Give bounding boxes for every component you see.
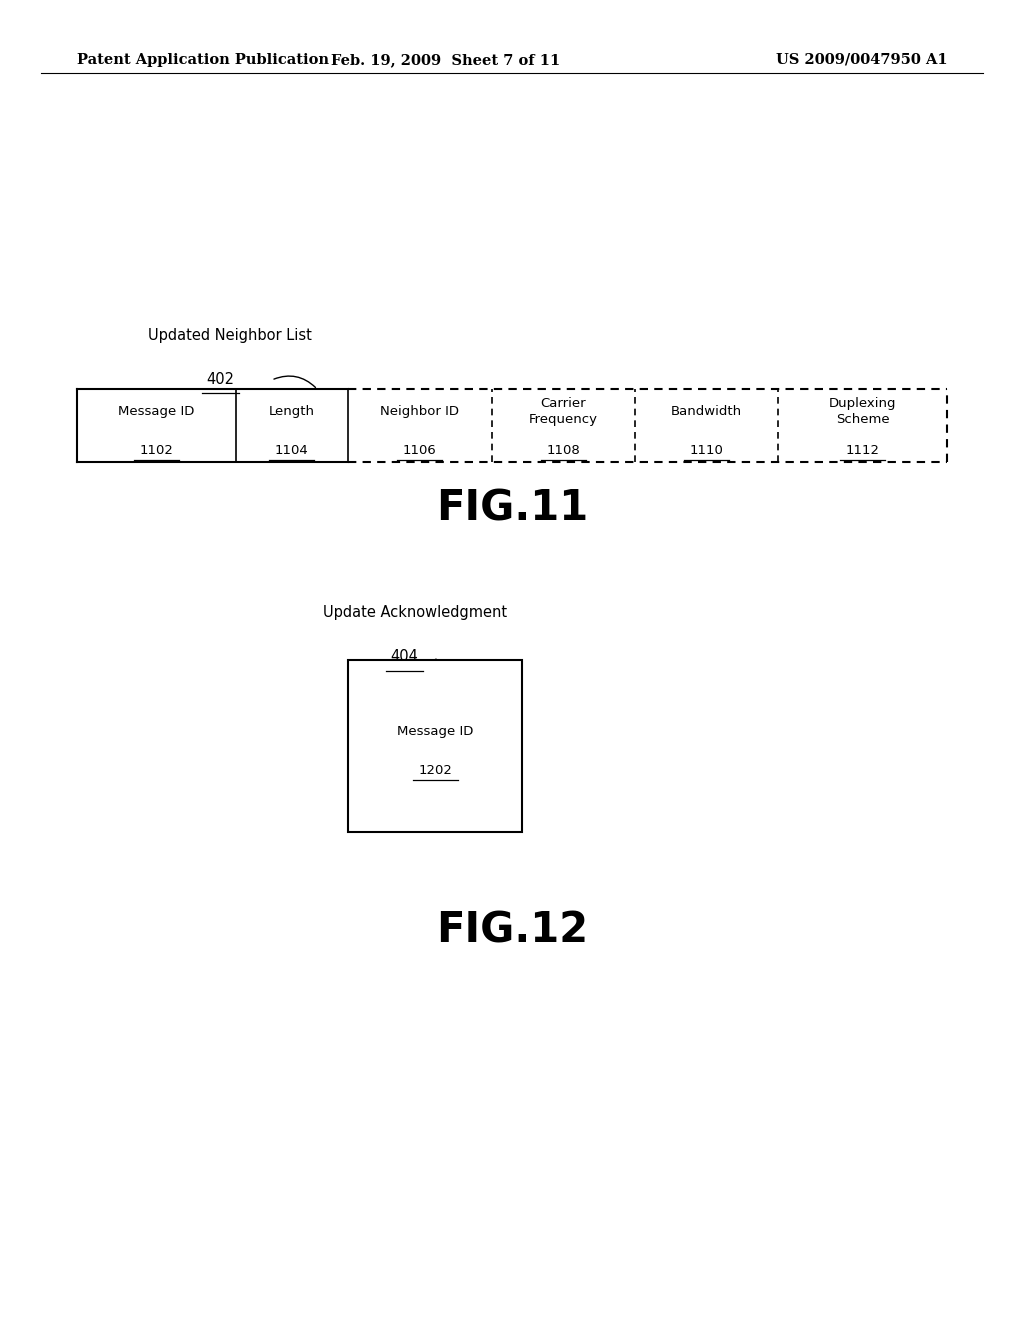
Text: 404: 404 — [390, 649, 419, 664]
Text: FIG.12: FIG.12 — [436, 909, 588, 952]
Text: US 2009/0047950 A1: US 2009/0047950 A1 — [775, 53, 947, 67]
Text: Duplexing
Scheme: Duplexing Scheme — [829, 397, 896, 425]
Text: 402: 402 — [206, 372, 234, 387]
Text: Patent Application Publication: Patent Application Publication — [77, 53, 329, 67]
Text: Carrier
Frequency: Carrier Frequency — [528, 397, 598, 425]
Text: 1110: 1110 — [689, 444, 724, 457]
Text: 1102: 1102 — [139, 444, 173, 457]
Text: Message ID: Message ID — [397, 725, 473, 738]
Text: Update Acknowledgment: Update Acknowledgment — [323, 606, 507, 620]
Text: Feb. 19, 2009  Sheet 7 of 11: Feb. 19, 2009 Sheet 7 of 11 — [331, 53, 560, 67]
Text: 1112: 1112 — [846, 444, 880, 457]
Text: 1202: 1202 — [418, 764, 453, 777]
Text: Updated Neighbor List: Updated Neighbor List — [148, 329, 312, 343]
Text: Length: Length — [269, 405, 314, 417]
Text: FIG.11: FIG.11 — [436, 487, 588, 529]
FancyArrowPatch shape — [431, 659, 436, 660]
FancyArrowPatch shape — [274, 376, 315, 388]
Text: Message ID: Message ID — [118, 405, 195, 417]
Text: 1106: 1106 — [403, 444, 436, 457]
Bar — [348, 660, 522, 832]
Text: Bandwidth: Bandwidth — [671, 405, 742, 417]
Text: 1108: 1108 — [547, 444, 580, 457]
Text: Neighbor ID: Neighbor ID — [380, 405, 460, 417]
Text: 1104: 1104 — [275, 444, 308, 457]
